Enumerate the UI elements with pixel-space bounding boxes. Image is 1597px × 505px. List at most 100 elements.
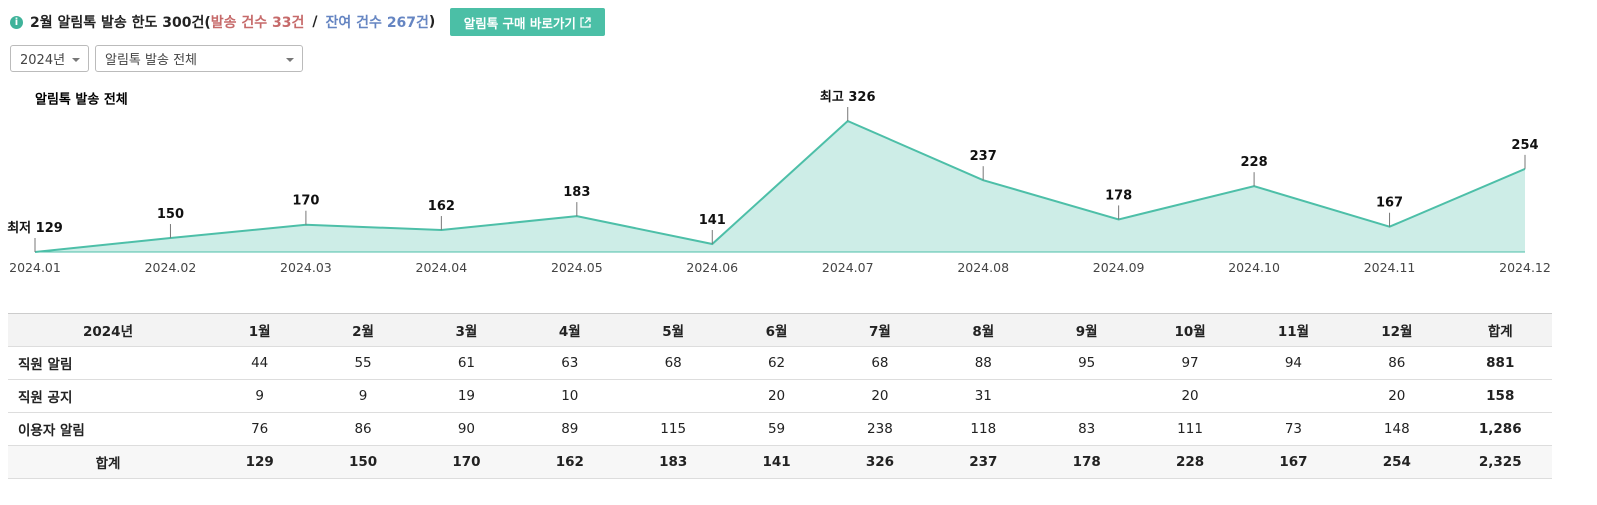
- column-header: 7월: [828, 313, 932, 347]
- column-header: 10월: [1138, 313, 1242, 347]
- table-row: 합계 129 150 170 162 183 141 326 237 178 228 167 254 2,…: [8, 445, 1552, 479]
- table-cell: 62: [724, 346, 829, 380]
- remaining-count: 잔여 건수 267건: [325, 15, 429, 31]
- table-cell: 90: [414, 412, 519, 446]
- chart: 알림톡 발송 전체 최저 129 150 170 162 183 141 최고 326 237…: [7, 90, 1551, 275]
- table-cell: 150: [311, 445, 415, 479]
- data-label: 150: [157, 207, 184, 222]
- line: [34, 119, 1526, 253]
- data-label: 170: [292, 194, 319, 209]
- column-header: 12월: [1345, 313, 1449, 347]
- table-cell: 9: [311, 379, 415, 413]
- x-tick-label: 2024.08: [957, 260, 1009, 275]
- table-cell: 20: [828, 379, 932, 413]
- table-cell: [621, 379, 725, 413]
- table-cell: 97: [1138, 346, 1242, 380]
- year-select[interactable]: 2024년: [10, 45, 89, 72]
- column-header: 2024년: [8, 313, 208, 347]
- data-label: 최고 326: [820, 90, 876, 105]
- x-tick-label: 2024.10: [1228, 260, 1280, 275]
- table-row: 직원 공지 9 9 19 10 20 20 31 20 20 158: [8, 379, 1552, 413]
- column-header: 3월: [414, 313, 519, 347]
- limit-text: 2월 알림톡 발송 한도 300건(: [30, 15, 211, 31]
- table-cell: 94: [1241, 346, 1346, 380]
- column-header: 합계: [1448, 313, 1552, 347]
- info-icon: i: [10, 15, 23, 29]
- table-cell: 95: [1035, 346, 1139, 380]
- summary-table: 2024년 1월 2월 3월 4월 5월 6월 7월 8월 9월 10월 11월 12월 합계 직원 알림…: [8, 313, 1552, 479]
- table-cell: 9: [208, 379, 312, 413]
- table-cell: 111: [1138, 412, 1242, 446]
- row-header: 합계: [8, 445, 208, 479]
- limit-header: i 2월 알림톡 발송 한도 300건(발송 건수 33건 / 잔여 건수 267건…: [10, 10, 435, 34]
- purchase-button[interactable]: 알림톡 구매 바로가기: [450, 8, 605, 36]
- table-cell: 148: [1345, 412, 1449, 446]
- table-cell: 89: [518, 412, 622, 446]
- table-cell: 228: [1138, 445, 1242, 479]
- sent-count: 발송 건수 33건: [210, 15, 305, 31]
- column-header: 6월: [724, 313, 829, 347]
- row-header: 직원 알림: [8, 346, 208, 380]
- table-cell: 20: [1345, 379, 1449, 413]
- x-tick-label: 2024.11: [1364, 260, 1416, 275]
- data-label: 최저 129: [7, 221, 63, 236]
- table-row: 이용자 알림 76 86 90 89 115 59 238 118 83 111 73 148 1,286: [8, 412, 1552, 446]
- table-cell: 61: [414, 346, 519, 380]
- table-cell: 68: [621, 346, 725, 380]
- data-label: 178: [1105, 188, 1132, 203]
- data-label: 167: [1376, 196, 1403, 211]
- table-cell: 31: [931, 379, 1035, 413]
- table-cell: 237: [931, 445, 1035, 479]
- table-cell: 2,325: [1448, 445, 1552, 479]
- table-cell: 20: [1138, 379, 1242, 413]
- table-cell: 20: [724, 379, 829, 413]
- table-cell: 141: [724, 445, 829, 479]
- table-cell: 73: [1241, 412, 1346, 446]
- x-tick-label: 2024.06: [686, 260, 738, 275]
- table-cell: 162: [518, 445, 622, 479]
- data-label: 237: [970, 149, 997, 164]
- table-cell: 881: [1448, 346, 1552, 380]
- x-tick-label: 2024.02: [145, 260, 197, 275]
- column-header: 5월: [621, 313, 725, 347]
- table-cell: 44: [208, 346, 312, 380]
- type-select-label[interactable]: 알림톡 발송 전체: [105, 53, 197, 68]
- year-select-label[interactable]: 2024년: [20, 53, 66, 68]
- table-cell: 86: [311, 412, 415, 446]
- table-cell: 19: [414, 379, 519, 413]
- column-header: 8월: [931, 313, 1035, 347]
- table-cell: 86: [1345, 346, 1449, 380]
- column-header: 2월: [311, 313, 415, 347]
- x-tick-label: 2024.05: [551, 260, 603, 275]
- table-cell: 10: [518, 379, 622, 413]
- table-cell: 63: [518, 346, 622, 380]
- table-cell: 183: [621, 445, 725, 479]
- x-tick-label: 2024.09: [1093, 260, 1145, 275]
- table-cell: 170: [414, 445, 519, 479]
- table-cell: 254: [1345, 445, 1449, 479]
- area-fill: [35, 121, 1525, 252]
- data-label: 183: [563, 185, 590, 200]
- table-cell: 115: [621, 412, 725, 446]
- table-cell: 167: [1241, 445, 1346, 479]
- table-cell: 178: [1035, 445, 1139, 479]
- table-cell: 158: [1448, 379, 1552, 413]
- x-tick-label: 2024.12: [1499, 260, 1551, 275]
- table-cell: 326: [828, 445, 932, 479]
- table-cell: 88: [931, 346, 1035, 380]
- limit-text-end: ): [428, 14, 436, 30]
- column-header: 9월: [1035, 313, 1139, 347]
- x-tick-label: 2024.04: [416, 260, 468, 275]
- type-select[interactable]: 알림톡 발송 전체: [95, 45, 303, 72]
- x-tick-label: 2024.07: [822, 260, 874, 275]
- data-label: 141: [699, 213, 726, 228]
- header-row: 2024년 1월 2월 3월 4월 5월 6월 7월 8월 9월 10월 11월 12월 합계: [8, 313, 1552, 347]
- button-label[interactable]: 알림톡 구매 바로가기: [463, 15, 576, 31]
- data-label: 228: [1241, 155, 1268, 170]
- column-header: 1월: [208, 313, 312, 347]
- table-cell: 55: [311, 346, 415, 380]
- data-label: 254: [1511, 138, 1538, 153]
- table-cell: [1241, 379, 1346, 413]
- table-cell: 76: [208, 412, 312, 446]
